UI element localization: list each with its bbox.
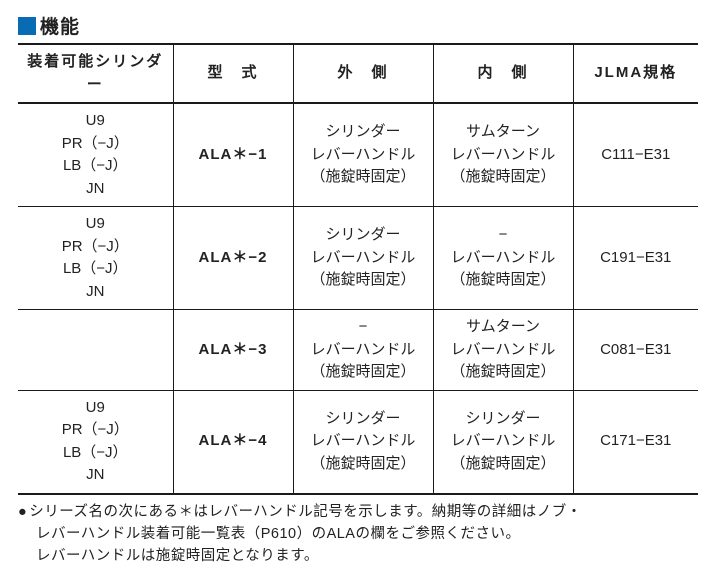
table-header-row: 装着可能シリンダー 型 式 外 側 内 側 JLMA規格	[18, 44, 698, 103]
cell-outside: − レバーハンドル （施錠時固定）	[293, 310, 433, 391]
cell-model: ALA＊−4	[173, 390, 293, 494]
cell-outside: シリンダー レバーハンドル （施錠時固定）	[293, 103, 433, 207]
cell-cylinder	[18, 310, 173, 391]
footnote-line-3: レバーハンドルは施錠時固定となります。	[18, 545, 694, 567]
heading-text: 機能	[40, 12, 80, 39]
table-row: U9 PR（−J） LB（−J） JNALA＊−2シリンダー レバーハンドル （…	[18, 207, 698, 310]
th-outside: 外 側	[293, 44, 433, 103]
cell-inside: − レバーハンドル （施錠時固定）	[433, 207, 573, 310]
cell-cylinder: U9 PR（−J） LB（−J） JN	[18, 103, 173, 207]
cell-standard: C191−E31	[573, 207, 698, 310]
footnote-line-2: レバーハンドル装着可能一覧表（P610）のALAの欄をご参照ください。	[18, 523, 694, 545]
table-row: U9 PR（−J） LB（−J） JNALA＊−4シリンダー レバーハンドル （…	[18, 390, 698, 494]
section-heading: 機能	[18, 12, 694, 39]
heading-square-icon	[18, 17, 36, 35]
th-standard: JLMA規格	[573, 44, 698, 103]
cell-standard: C171−E31	[573, 390, 698, 494]
spec-table: 装着可能シリンダー 型 式 外 側 内 側 JLMA規格 U9 PR（−J） L…	[18, 43, 698, 495]
cell-cylinder: U9 PR（−J） LB（−J） JN	[18, 207, 173, 310]
cell-model: ALA＊−3	[173, 310, 293, 391]
cell-inside: サムターン レバーハンドル （施錠時固定）	[433, 310, 573, 391]
table-row: U9 PR（−J） LB（−J） JNALA＊−1シリンダー レバーハンドル （…	[18, 103, 698, 207]
cell-outside: シリンダー レバーハンドル （施錠時固定）	[293, 207, 433, 310]
footnote-line-1: シリーズ名の次にある＊はレバーハンドル記号を示します。納期等の詳細はノブ・	[18, 501, 694, 523]
table-row: ALA＊−3− レバーハンドル （施錠時固定）サムターン レバーハンドル （施錠…	[18, 310, 698, 391]
th-model: 型 式	[173, 44, 293, 103]
cell-standard: C081−E31	[573, 310, 698, 391]
cell-inside: サムターン レバーハンドル （施錠時固定）	[433, 103, 573, 207]
cell-model: ALA＊−2	[173, 207, 293, 310]
cell-outside: シリンダー レバーハンドル （施錠時固定）	[293, 390, 433, 494]
cell-inside: シリンダー レバーハンドル （施錠時固定）	[433, 390, 573, 494]
th-cylinder: 装着可能シリンダー	[18, 44, 173, 103]
cell-model: ALA＊−1	[173, 103, 293, 207]
cell-standard: C111−E31	[573, 103, 698, 207]
footnotes: シリーズ名の次にある＊はレバーハンドル記号を示します。納期等の詳細はノブ・ レバ…	[18, 501, 694, 568]
cell-cylinder: U9 PR（−J） LB（−J） JN	[18, 390, 173, 494]
th-inside: 内 側	[433, 44, 573, 103]
table-body: U9 PR（−J） LB（−J） JNALA＊−1シリンダー レバーハンドル （…	[18, 103, 698, 494]
